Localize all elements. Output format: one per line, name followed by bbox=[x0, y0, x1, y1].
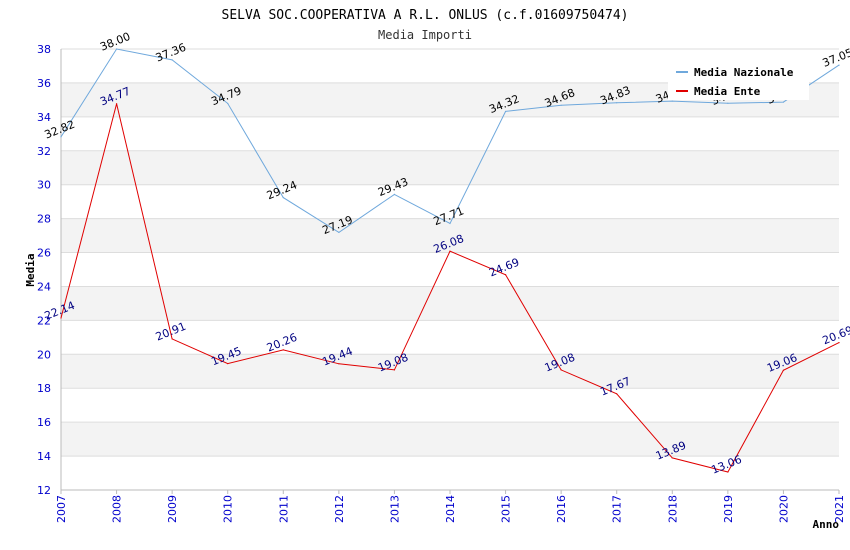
x-tick-label: 2007 bbox=[55, 495, 68, 523]
grid-band bbox=[61, 388, 839, 423]
x-tick-label: 2015 bbox=[500, 495, 513, 523]
x-tick-label: 2014 bbox=[444, 495, 457, 523]
grid-band bbox=[61, 320, 839, 355]
x-tick-label: 2018 bbox=[666, 495, 679, 523]
y-axis-label: Media bbox=[24, 253, 37, 286]
data-point bbox=[227, 102, 229, 105]
data-point bbox=[782, 101, 785, 103]
y-tick-label: 18 bbox=[37, 382, 51, 395]
data-point bbox=[671, 100, 673, 102]
grid-band bbox=[61, 150, 839, 185]
y-tick-labels: 12 14 16 18 20 22 24 26 28 30 32 34 36 38 bbox=[37, 43, 51, 497]
series-lines bbox=[60, 48, 840, 473]
legend-label: Media Nazionale bbox=[694, 66, 794, 79]
y-tick-label: 24 bbox=[37, 280, 51, 293]
y-tick-label: 14 bbox=[37, 450, 51, 463]
grid-band bbox=[61, 354, 839, 389]
data-point bbox=[60, 136, 62, 138]
x-tick-label: 2017 bbox=[611, 495, 624, 523]
data-point bbox=[115, 103, 118, 105]
chart-title: SELVA SOC.COOPERATIVA A R.L. ONLUS (c.f.… bbox=[222, 8, 629, 23]
data-point bbox=[393, 369, 396, 371]
data-point bbox=[616, 102, 618, 104]
grid-band bbox=[61, 252, 839, 287]
grid-band bbox=[61, 184, 839, 219]
x-tick-label: 2020 bbox=[777, 495, 790, 523]
data-point bbox=[838, 64, 840, 66]
y-tick-label: 22 bbox=[37, 314, 51, 327]
data-point bbox=[338, 363, 340, 365]
y-tick-label: 30 bbox=[37, 179, 51, 192]
data-point bbox=[393, 193, 396, 195]
grid-band bbox=[61, 456, 839, 490]
grid-band bbox=[61, 286, 839, 321]
data-point bbox=[560, 104, 562, 106]
data-point bbox=[504, 110, 507, 113]
data-point bbox=[338, 231, 340, 233]
x-tick-labels: 2007 2008 2009 2010 2011 2012 2013 2014 2015 2016… bbox=[55, 490, 846, 523]
data-point bbox=[727, 471, 729, 473]
legend-box bbox=[668, 59, 809, 100]
y-tick-label: 28 bbox=[37, 213, 51, 226]
y-tick-label: 32 bbox=[37, 145, 51, 158]
data-point bbox=[227, 363, 229, 365]
x-tick-label: 2009 bbox=[166, 495, 179, 523]
data-point bbox=[616, 393, 618, 395]
data-point bbox=[171, 59, 173, 61]
data-point bbox=[671, 457, 673, 459]
y-tick-label: 16 bbox=[37, 416, 51, 429]
y-tick-label: 36 bbox=[37, 77, 51, 90]
grid-band bbox=[61, 422, 839, 457]
x-tick-label: 2010 bbox=[222, 495, 235, 523]
x-tick-label: 2016 bbox=[555, 495, 568, 523]
x-tick-label: 2011 bbox=[277, 495, 290, 523]
grid-band bbox=[61, 116, 839, 151]
x-tick-label: 2008 bbox=[111, 495, 124, 523]
y-tick-label: 12 bbox=[37, 484, 51, 497]
data-point bbox=[282, 349, 284, 351]
grid-band bbox=[61, 218, 839, 253]
x-tick-label: 2012 bbox=[333, 495, 346, 523]
data-point bbox=[727, 102, 729, 104]
data-point bbox=[60, 317, 62, 319]
x-tick-label: 2013 bbox=[388, 495, 401, 523]
x-axis-label: Anno bbox=[813, 518, 840, 531]
data-point bbox=[504, 274, 507, 276]
data-point bbox=[282, 196, 284, 199]
data-point bbox=[560, 369, 562, 371]
x-tick-label: 2021 bbox=[833, 495, 846, 523]
y-tick-label: 20 bbox=[37, 348, 51, 361]
data-point bbox=[782, 369, 785, 371]
y-tick-label: 34 bbox=[37, 111, 51, 124]
chart-subtitle: Media Importi bbox=[378, 28, 472, 42]
data-point bbox=[449, 222, 451, 225]
y-tick-label: 26 bbox=[37, 247, 51, 260]
grid-bands bbox=[61, 49, 839, 490]
data-point bbox=[115, 48, 118, 50]
y-tick-label: 38 bbox=[37, 43, 51, 56]
data-point bbox=[838, 342, 840, 344]
x-tick-label: 2019 bbox=[722, 495, 735, 523]
data-point bbox=[449, 250, 451, 252]
data-point bbox=[171, 338, 173, 340]
legend: Media Nazionale Media Ente bbox=[668, 59, 809, 100]
legend-label: Media Ente bbox=[694, 85, 761, 98]
